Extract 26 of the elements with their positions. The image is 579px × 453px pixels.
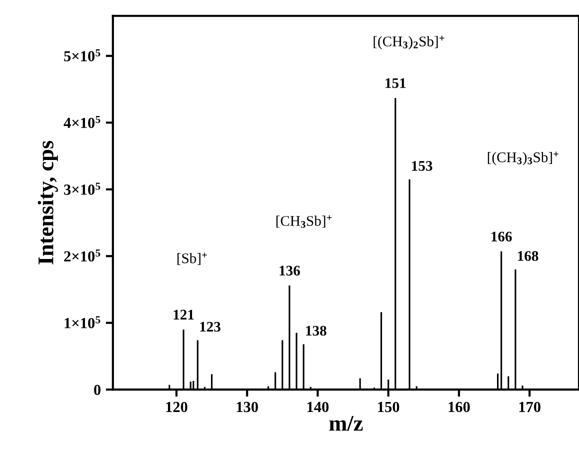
annotation: 121	[174, 310, 194, 320]
y-axis-title: Intensity, cps	[38, 140, 58, 264]
x-tick-label: 120	[166, 402, 188, 412]
x-tick-label: 130	[236, 402, 258, 412]
annotation: 123	[200, 322, 220, 332]
x-tick-label: 170	[519, 402, 540, 412]
annotation: [(CH$_{3}$)$_{2}$Sb]$^{+}$	[374, 36, 444, 50]
y-tick-label: 3×10$^{5}$	[64, 182, 100, 195]
annotation: 151	[386, 78, 406, 88]
x-tick-label: 140	[307, 402, 329, 412]
annotation: [Sb]$^{+}$	[177, 252, 207, 266]
annotation: 138	[306, 326, 326, 336]
y-tick-label: 4×10$^{5}$	[64, 116, 100, 128]
annotation: [(CH$_{3}$)$_{3}$Sb]$^{+}$	[488, 152, 558, 166]
annotation: [CH$_{3}$Sb]$^{+}$	[276, 215, 332, 228]
y-tick-label: 5×10$^{5}$	[64, 49, 100, 62]
x-axis-title: m/z	[329, 416, 363, 431]
annotation: 166	[492, 232, 512, 242]
y-tick-label: 2×10$^{5}$	[64, 249, 100, 262]
y-tick-label: 1×10$^{5}$	[64, 316, 100, 328]
annotation: 136	[280, 266, 300, 276]
x-tick-label: 160	[448, 402, 470, 412]
y-tick-label: 0	[94, 384, 101, 396]
annotation: 153	[412, 161, 432, 171]
annotation: 168	[518, 251, 538, 261]
x-tick-label: 150	[378, 402, 400, 412]
